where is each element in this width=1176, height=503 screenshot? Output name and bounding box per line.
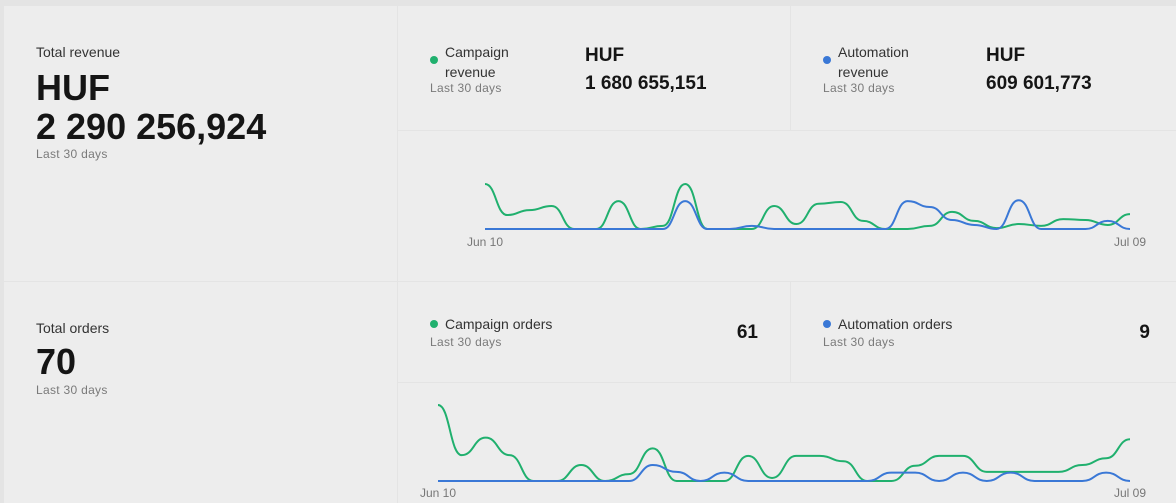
campaign-revenue-card: Campaign revenue Last 30 days HUF 1 680 … [398, 6, 790, 130]
campaign-orders-card: Campaign orders Last 30 days 61 [398, 282, 790, 382]
x-tick-label: Jun 10 [420, 486, 456, 500]
kpi-value: 9 [1139, 322, 1150, 343]
legend-dot [430, 56, 438, 64]
kpi-value: 61 [736, 322, 758, 343]
kpi-period: Last 30 days [430, 335, 502, 349]
kpi-value: 2 290 256,924 [36, 106, 267, 147]
automation-revenue-card: Automation revenue Last 30 days HUF 609 … [791, 6, 1176, 130]
kpi-label: Campaign orders [445, 316, 553, 332]
kpi-period: Last 30 days [36, 383, 108, 397]
total-revenue-card: Total revenue HUF 2 290 256,924 Last 30 … [4, 6, 397, 281]
kpi-currency: HUF [36, 67, 110, 108]
legend-dot [823, 56, 831, 64]
x-tick-label: Jul 09 [1114, 235, 1146, 249]
x-tick-label: Jul 09 [1114, 486, 1146, 500]
legend-dot [430, 320, 438, 328]
total-orders-card: Total orders 70 Last 30 days [4, 282, 397, 503]
kpi-period: Last 30 days [823, 81, 895, 95]
kpi-label: Total revenue [36, 44, 121, 60]
kpi-label: Total orders [36, 320, 110, 336]
series-line [437, 404, 1131, 482]
orders-chart: Jun 10 Jul 09 [420, 404, 1146, 500]
kpi-period: Last 30 days [430, 81, 502, 95]
kpi-period: Last 30 days [36, 147, 108, 161]
kpi-label: Automation orders [838, 316, 953, 332]
series-line [485, 199, 1131, 230]
legend-dot [823, 320, 831, 328]
kpi-value: 70 [36, 341, 77, 382]
kpi-currency: HUF [986, 45, 1026, 66]
series-line [438, 464, 1131, 482]
kpi-currency: HUF [585, 45, 625, 66]
kpi-value: 1 680 655,151 [585, 73, 707, 94]
kpi-label: Automation revenue [838, 44, 909, 80]
automation-orders-card: Automation orders Last 30 days 9 [791, 282, 1176, 382]
kpi-value: 609 601,773 [986, 73, 1092, 94]
orders-chart-panel [398, 383, 1176, 503]
revenue-chart: Jun 10 Jul 09 [467, 183, 1146, 249]
kpi-label: Campaign revenue [445, 44, 509, 80]
kpi-period: Last 30 days [823, 335, 895, 349]
revenue-chart-panel [398, 131, 1176, 281]
x-tick-label: Jun 10 [467, 235, 503, 249]
